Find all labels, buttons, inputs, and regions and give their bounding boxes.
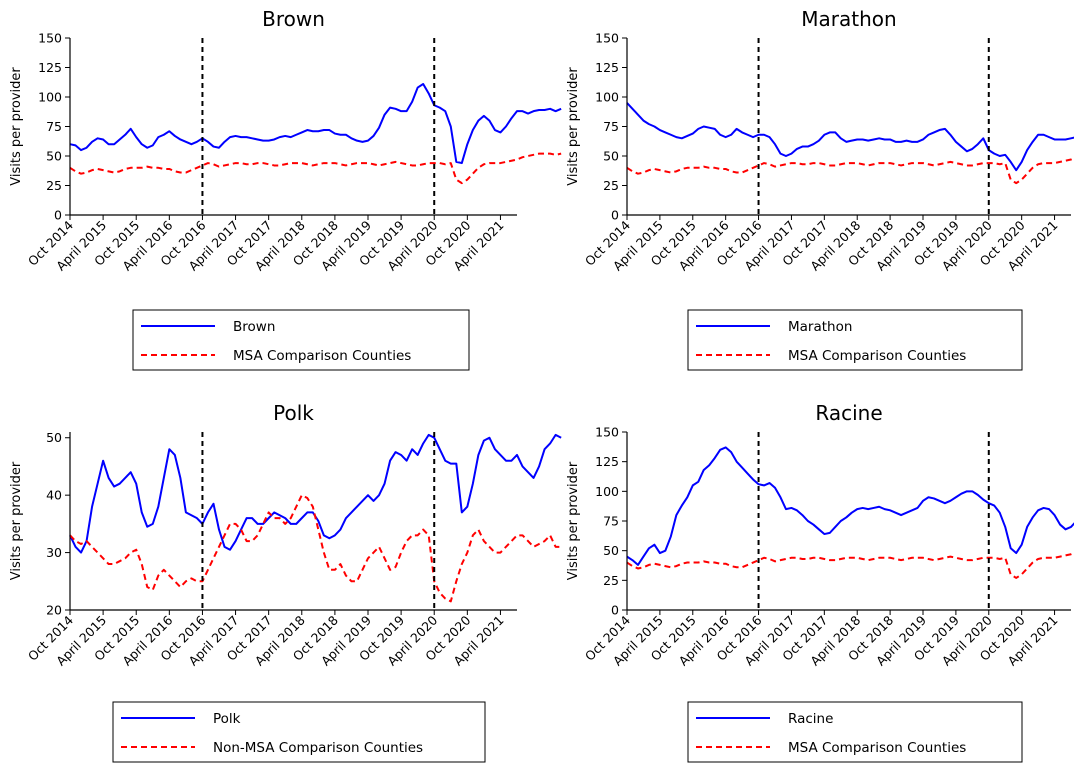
series-line-marathon bbox=[626, 102, 1074, 172]
series-line-non-msa-comparison-counties bbox=[69, 494, 562, 603]
y-tick-label: 20 bbox=[46, 603, 62, 618]
y-tick-label: 125 bbox=[595, 60, 619, 75]
y-tick-label: 150 bbox=[38, 31, 62, 46]
y-tick-label: 0 bbox=[611, 208, 619, 223]
y-axis-label: Visits per provider bbox=[9, 461, 24, 580]
y-tick-label: 50 bbox=[46, 430, 62, 445]
series-line-msa-comparison-counties bbox=[626, 551, 1074, 579]
y-tick-label: 75 bbox=[603, 514, 619, 529]
legend: Polk Non-MSA Comparison Counties bbox=[112, 701, 486, 763]
y-tick-label: 75 bbox=[46, 119, 62, 134]
legend: Racine MSA Comparison Counties bbox=[687, 701, 1023, 763]
y-tick-label: 25 bbox=[603, 178, 619, 193]
y-tick-label: 0 bbox=[54, 208, 62, 223]
y-tick-label: 30 bbox=[46, 545, 62, 560]
legend-label: Non-MSA Comparison Counties bbox=[213, 740, 423, 756]
legend-label: MSA Comparison Counties bbox=[788, 740, 966, 756]
series-line-msa-comparison-counties bbox=[69, 152, 562, 185]
legend-label: Brown bbox=[233, 319, 275, 335]
y-tick-label: 125 bbox=[595, 454, 619, 469]
y-tick-label: 125 bbox=[38, 60, 62, 75]
y-axis-label: Visits per provider bbox=[9, 67, 24, 186]
y-tick-label: 25 bbox=[46, 178, 62, 193]
chart-title: Racine bbox=[815, 401, 882, 425]
series-line-brown bbox=[69, 83, 562, 165]
y-tick-label: 40 bbox=[46, 488, 62, 503]
y-tick-label: 150 bbox=[595, 31, 619, 46]
y-tick-label: 25 bbox=[603, 573, 619, 588]
y-tick-label: 100 bbox=[38, 90, 62, 105]
y-tick-label: 50 bbox=[603, 543, 619, 558]
legend-label: Racine bbox=[788, 711, 833, 727]
y-tick-label: 75 bbox=[603, 119, 619, 134]
series-line-racine bbox=[626, 446, 1074, 566]
legend-label: MSA Comparison Counties bbox=[233, 348, 411, 364]
legend-label: Polk bbox=[213, 711, 241, 727]
y-tick-label: 0 bbox=[611, 603, 619, 618]
chart-title: Polk bbox=[273, 401, 314, 425]
chart-title: Brown bbox=[262, 7, 325, 31]
y-tick-label: 100 bbox=[595, 90, 619, 105]
legend-frame bbox=[687, 701, 1023, 763]
legend-label: Marathon bbox=[788, 319, 852, 335]
y-axis-label: Visits per provider bbox=[566, 67, 581, 186]
y-axis-label: Visits per provider bbox=[566, 461, 581, 580]
legend-label: MSA Comparison Counties bbox=[788, 348, 966, 364]
legend-frame bbox=[132, 309, 470, 371]
y-tick-label: 100 bbox=[595, 484, 619, 499]
legend-frame bbox=[687, 309, 1023, 371]
series-line-msa-comparison-counties bbox=[626, 157, 1074, 185]
y-tick-label: 50 bbox=[603, 149, 619, 164]
legend-frame bbox=[112, 701, 486, 763]
y-tick-label: 150 bbox=[595, 425, 619, 440]
chart-title: Marathon bbox=[801, 7, 896, 31]
legend: Brown MSA Comparison Counties bbox=[132, 309, 470, 371]
legend: Marathon MSA Comparison Counties bbox=[687, 309, 1023, 371]
y-tick-label: 50 bbox=[46, 149, 62, 164]
